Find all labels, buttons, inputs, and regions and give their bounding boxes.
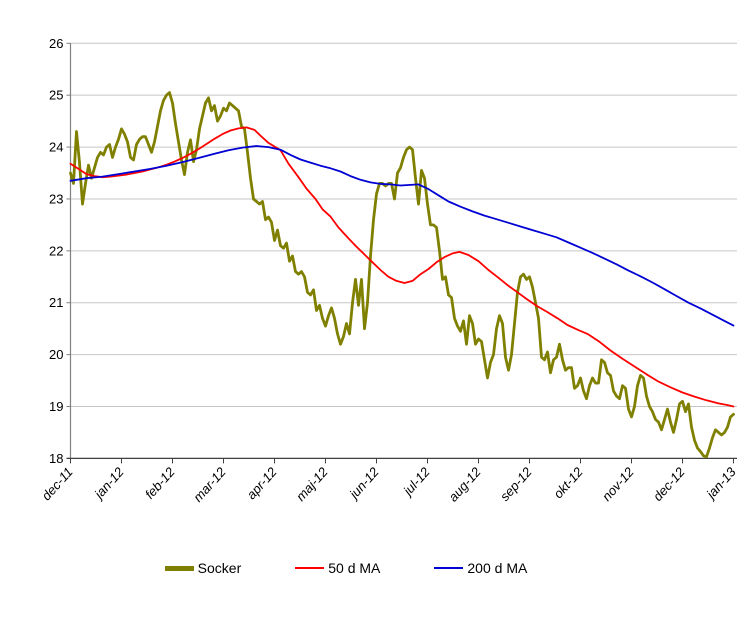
legend-item-50dma: 50 d MA bbox=[295, 560, 380, 576]
y-tick-label: 26 bbox=[49, 36, 63, 51]
legend-label-200dma: 200 d MA bbox=[467, 560, 528, 576]
x-tick-label: dec-11 bbox=[39, 464, 76, 503]
y-tick-label: 25 bbox=[49, 88, 63, 103]
y-tick-label: 23 bbox=[49, 191, 63, 206]
x-tick-label: feb-12 bbox=[142, 464, 178, 502]
x-tick-label: dec-12 bbox=[650, 464, 688, 504]
x-tick-label: mar-12 bbox=[190, 464, 229, 505]
y-tick-label: 24 bbox=[49, 140, 63, 155]
y-tick-label: 20 bbox=[49, 347, 63, 362]
price-chart: 18 19 20 21 22 23 24 25 26 dec-11 jan-12 feb-12 mar-… bbox=[39, 36, 740, 505]
x-tick-label: nov-12 bbox=[599, 464, 637, 504]
chart-legend: Socker 50 d MA 200 d MA bbox=[0, 557, 692, 579]
x-tick-label: maj-12 bbox=[293, 464, 331, 504]
x-tick-label: jan-13 bbox=[702, 464, 739, 503]
y-tick-label: 22 bbox=[49, 243, 63, 258]
socker-line-swatch bbox=[164, 565, 194, 571]
x-tick-label: jul-12 bbox=[399, 464, 433, 500]
y-tick-label: 19 bbox=[49, 399, 63, 414]
x-tick-label: okt-12 bbox=[550, 464, 586, 501]
legend-label-socker: Socker bbox=[197, 560, 242, 576]
series-line-50-d-ma bbox=[69, 126, 735, 408]
chart-canvas: 18 19 20 21 22 23 24 25 26 dec-11 jan-12 feb-12 mar-… bbox=[39, 36, 740, 505]
ma200-line-swatch bbox=[434, 567, 464, 569]
legend-item-socker: Socker bbox=[164, 560, 242, 576]
x-tick-label: jun-12 bbox=[345, 464, 382, 503]
series-line-200-d-ma bbox=[69, 145, 735, 327]
legend-item-200dma: 200 d MA bbox=[434, 560, 527, 576]
y-tick-label: 18 bbox=[49, 451, 63, 466]
ma50-line-swatch bbox=[295, 567, 325, 569]
y-tick-label: 21 bbox=[49, 295, 63, 310]
x-tick-label: sep-12 bbox=[497, 464, 535, 504]
x-tick-label: jan-12 bbox=[90, 464, 127, 503]
series-line-socker bbox=[69, 91, 735, 459]
x-tick-label: aug-12 bbox=[445, 464, 484, 505]
legend-label-50dma: 50 d MA bbox=[328, 560, 381, 576]
x-tick-label: apr-12 bbox=[244, 464, 281, 502]
